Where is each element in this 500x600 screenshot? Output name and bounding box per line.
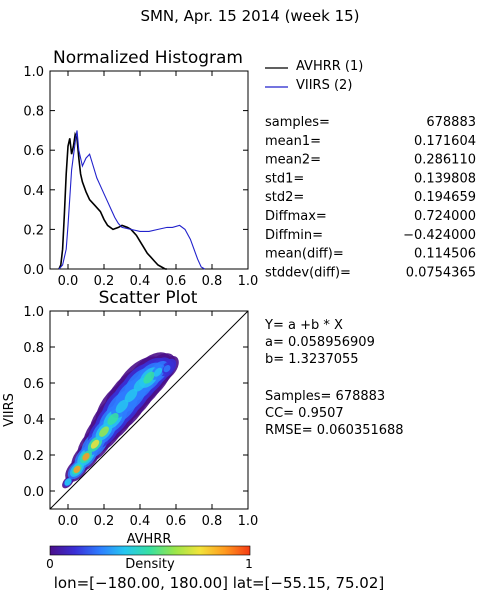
histogram-panel: Normalized Histogram 0.0 0.2 0.4 0.6 0.8 1.00…: [23, 48, 258, 289]
stat-label: mean2=: [265, 153, 321, 168]
scatter-x-tick-label: 0.6: [166, 514, 187, 529]
stat-value: 0.114506: [414, 247, 476, 262]
scatter-x-tick-label: 1.0: [238, 514, 259, 529]
scatter-x-axis-label: AVHRR: [127, 532, 172, 547]
stat-value: 0.194659: [414, 190, 476, 205]
scatter-y-tick-label: 0.4: [23, 413, 44, 428]
scatter-y-tick-label: 0.8: [23, 341, 44, 356]
density-blob: [143, 371, 155, 384]
histogram-series-avhrr: [59, 134, 167, 269]
scatter-y-axis-label: VIIRS: [2, 393, 17, 427]
stat-label: samples=: [265, 115, 330, 130]
scatter-panel: Scatter Plot 0.0 0.2 0.4 0.6 0.8 1.0 0.0 0.2 0.4…: [2, 288, 258, 547]
density-blob: [64, 478, 72, 486]
histogram-statistics: samples= 678883 mean1= 0.171604 mean2= 0.2861…: [265, 115, 476, 280]
scatter-stat-line: CC= 0.9507: [265, 406, 344, 421]
stat-label: std1=: [265, 171, 304, 186]
density-blob: [73, 465, 81, 474]
histogram-y-tick-label: 0.2: [23, 223, 44, 238]
fit-line: a= 0.058956909: [265, 335, 375, 350]
colorbar-gradient: [49, 545, 251, 556]
stat-label: stddev(diff)=: [265, 265, 351, 280]
histogram-y-tick-label: 1.0: [23, 65, 44, 80]
footer-coordinates: lon=[−180.00, 180.00] lat=[−55.15, 75.02…: [54, 574, 384, 592]
density-blob: [163, 364, 171, 373]
fit-line: Y= a +b * X: [264, 318, 343, 333]
scatter-y-tick-label: 0.6: [23, 377, 44, 392]
histogram-x-tick-label: 0.0: [58, 274, 79, 289]
stat-value: 0.0754365: [406, 265, 476, 280]
fit-line: b= 1.3237055: [265, 352, 359, 367]
stat-label: Diffmin=: [265, 228, 323, 243]
density-blob: [107, 413, 119, 425]
legend-label-avhrr: AVHRR (1): [296, 59, 363, 74]
histogram-y-tick-label: 0.0: [23, 263, 44, 278]
colorbar-max-label: 1: [245, 557, 253, 571]
colorbar: 0 Density 1: [46, 545, 253, 572]
scatter-y-tick-label: 1.0: [23, 305, 44, 320]
histogram-y-tick-label: 0.8: [23, 105, 44, 120]
density-blob: [99, 426, 109, 437]
stat-value: 0.286110: [414, 153, 476, 168]
scatter-x-tick-label: 0.2: [94, 514, 115, 529]
density-blob: [124, 388, 138, 403]
density-blob: [133, 378, 147, 392]
scatter-y-tick-label: 0.2: [23, 449, 44, 464]
histogram-x-tick-label: 0.2: [94, 274, 115, 289]
density-blob: [90, 439, 100, 449]
stat-label: mean(diff)=: [265, 247, 344, 262]
stat-value: 0.171604: [414, 134, 476, 149]
scatter-x-tick-label: 0.0: [58, 514, 79, 529]
stat-label: std2=: [265, 190, 304, 205]
histogram-legend: AVHRR (1) VIIRS (2): [265, 59, 363, 93]
scatter-stat-line: RMSE= 0.060351688: [265, 423, 404, 438]
scatter-axes: 0.0 0.2 0.4 0.6 0.8 1.0 0.0 0.2 0.4 0.6 0.8 1.0: [23, 305, 258, 529]
histogram-title: Normalized Histogram: [53, 48, 243, 68]
scatter-title: Scatter Plot: [99, 288, 198, 308]
histogram-y-tick-label: 0.6: [23, 144, 44, 159]
stat-value: −0.424000: [403, 228, 476, 243]
colorbar-label: Density: [125, 557, 175, 572]
scatter-statistics: Y= a +b * X a= 0.058956909 b= 1.3237055 Sam…: [264, 318, 404, 438]
density-blob: [153, 367, 163, 377]
scatter-x-tick-label: 0.8: [202, 514, 223, 529]
histogram-y-tick-label: 0.4: [23, 184, 44, 199]
identity-line: [50, 311, 248, 509]
density-blob: [82, 452, 90, 461]
histogram-series: [59, 130, 205, 269]
histogram-axes: 0.0 0.2 0.4 0.6 0.8 1.0 0.0 0.2 0.4 0.6 0.8 1.0: [23, 65, 258, 289]
stat-label: Diffmax=: [265, 209, 327, 224]
histogram-series-viirs: [59, 130, 205, 269]
stat-value: 0.724000: [414, 209, 476, 224]
scatter-stat-line: Samples= 678883: [265, 389, 385, 404]
stat-label: mean1=: [265, 134, 321, 149]
histogram-frame: [50, 71, 248, 269]
density-blob: [115, 399, 129, 414]
histogram-x-tick-label: 1.0: [238, 274, 259, 289]
scatter-frame: [50, 311, 248, 509]
scatter-density-cloud: [62, 352, 179, 489]
scatter-y-tick-label: 0.0: [23, 485, 44, 500]
colorbar-min-label: 0: [46, 557, 54, 571]
histogram-x-tick-label: 0.6: [166, 274, 187, 289]
stat-value: 0.139808: [414, 171, 476, 186]
figure-title: SMN, Apr. 15 2014 (week 15): [140, 7, 359, 25]
scatter-x-tick-label: 0.4: [130, 514, 151, 529]
stat-value: 678883: [426, 115, 476, 130]
legend-label-viirs: VIIRS (2): [296, 78, 352, 93]
histogram-x-tick-label: 0.4: [130, 274, 151, 289]
histogram-x-tick-label: 0.8: [202, 274, 223, 289]
